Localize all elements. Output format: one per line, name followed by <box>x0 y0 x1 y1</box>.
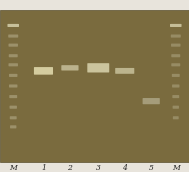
FancyBboxPatch shape <box>61 65 79 71</box>
FancyBboxPatch shape <box>143 98 160 104</box>
FancyBboxPatch shape <box>9 84 17 88</box>
FancyBboxPatch shape <box>172 95 179 98</box>
FancyBboxPatch shape <box>171 54 180 57</box>
FancyBboxPatch shape <box>9 63 18 66</box>
FancyBboxPatch shape <box>171 63 180 66</box>
FancyBboxPatch shape <box>171 35 181 38</box>
FancyBboxPatch shape <box>8 35 18 38</box>
Text: 2: 2 <box>67 164 72 172</box>
Text: M: M <box>172 164 180 172</box>
FancyBboxPatch shape <box>9 74 17 77</box>
FancyBboxPatch shape <box>115 68 134 74</box>
FancyBboxPatch shape <box>170 24 182 27</box>
Text: 5: 5 <box>149 164 154 172</box>
FancyBboxPatch shape <box>9 54 18 57</box>
FancyBboxPatch shape <box>8 24 19 27</box>
FancyBboxPatch shape <box>173 116 179 119</box>
Text: M: M <box>9 164 17 172</box>
FancyBboxPatch shape <box>9 106 17 109</box>
Text: 1: 1 <box>41 164 46 172</box>
FancyBboxPatch shape <box>172 84 180 88</box>
FancyBboxPatch shape <box>171 44 180 47</box>
FancyBboxPatch shape <box>172 74 180 77</box>
FancyBboxPatch shape <box>87 63 109 72</box>
Bar <box>0 10 189 162</box>
Text: 3: 3 <box>96 164 101 172</box>
FancyBboxPatch shape <box>10 116 17 119</box>
FancyBboxPatch shape <box>9 95 17 98</box>
FancyBboxPatch shape <box>9 44 18 47</box>
FancyBboxPatch shape <box>10 125 16 128</box>
Text: 4: 4 <box>122 164 127 172</box>
FancyBboxPatch shape <box>173 106 179 109</box>
FancyBboxPatch shape <box>34 67 53 75</box>
